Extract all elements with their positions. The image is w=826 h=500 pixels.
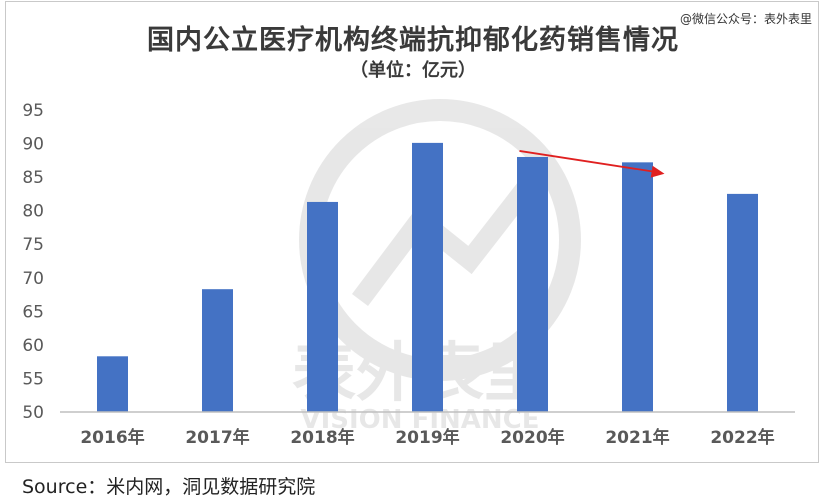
bar-series (97, 142, 758, 412)
source-note: Source：米内网，洞见数据研究院 (22, 476, 316, 498)
bar-2018年 (307, 201, 338, 412)
x-tick-label: 2017年 (185, 427, 249, 448)
bar-2022年 (727, 193, 758, 412)
x-axis-ticks: 2016年 2017年 2018年 2019年 2020年 2021年 2022年 (80, 427, 774, 448)
y-tick-label: 95 (22, 101, 44, 121)
y-tick-label: 65 (22, 302, 44, 322)
y-tick-label: 50 (22, 403, 44, 423)
bar-2020年 (517, 156, 548, 412)
trend-arrow-line (519, 150, 655, 173)
chart-subtitle: （单位：亿元） (350, 60, 476, 81)
trend-arrow-head (650, 165, 665, 178)
x-tick-label: 2016年 (80, 427, 144, 448)
bar-2016年 (97, 356, 128, 412)
y-axis-ticks: 50 55 60 65 70 75 80 85 90 95 (22, 101, 44, 423)
y-tick-label: 80 (22, 202, 44, 222)
y-tick-label: 55 (22, 369, 44, 389)
y-tick-label: 70 (22, 269, 44, 289)
account-watermark: @微信公众号：表外表里 (679, 12, 812, 26)
x-tick-label: 2021年 (605, 427, 669, 448)
y-tick-label: 90 (22, 135, 44, 155)
x-tick-label: 2018年 (290, 427, 354, 448)
chart-title: 国内公立医疗机构终端抗抑郁化药销售情况 (147, 25, 679, 56)
x-tick-label: 2019年 (395, 427, 459, 448)
x-tick-label: 2022年 (710, 427, 774, 448)
bar-2021年 (622, 162, 653, 412)
y-tick-label: 60 (22, 336, 44, 356)
bar-2017年 (202, 289, 233, 412)
y-tick-label: 75 (22, 235, 44, 255)
y-tick-label: 85 (22, 168, 44, 188)
bar-2019年 (412, 142, 443, 412)
x-tick-label: 2020年 (500, 427, 564, 448)
trend-arrow (519, 150, 665, 178)
